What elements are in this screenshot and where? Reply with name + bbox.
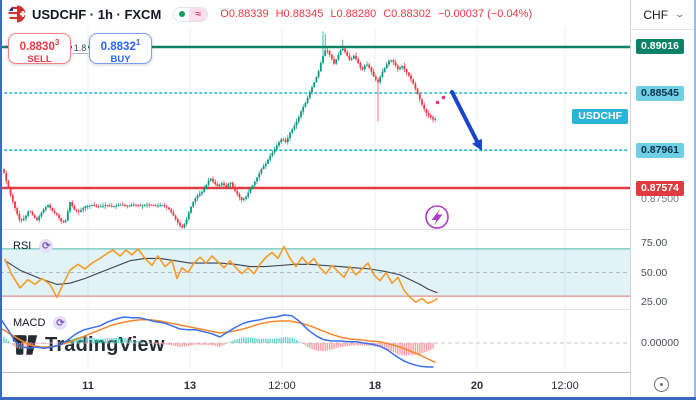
rsi-label: RSI bbox=[13, 240, 32, 252]
market-open-indicator bbox=[174, 7, 190, 21]
sell-price: 0.88303 bbox=[19, 38, 60, 53]
ohlc-low: L0.88280 bbox=[330, 8, 377, 20]
tradingview-watermark: TradingView bbox=[12, 332, 165, 358]
approx-price-icon: ≈ bbox=[189, 7, 208, 21]
watermark-text: TradingView bbox=[45, 333, 165, 356]
rsi-tick-label: 25.00 bbox=[641, 296, 668, 309]
pane-separator[interactable] bbox=[0, 309, 630, 310]
tradingview-logo-icon bbox=[12, 335, 38, 355]
ohlc-high: H0.88345 bbox=[275, 8, 324, 20]
rsi-legend: RSI ⟳ bbox=[13, 239, 54, 253]
window-frame bbox=[0, 397, 696, 400]
macd-label: MACD bbox=[13, 317, 46, 329]
ohlc-change: −0.00037 (−0.04%) bbox=[437, 8, 533, 20]
macd-settings-icon[interactable]: ⟳ bbox=[53, 316, 68, 330]
pane-separator[interactable] bbox=[0, 229, 630, 230]
time-axis[interactable]: 11 13 12:00 18 20 12:00 bbox=[0, 372, 630, 397]
rsi-settings-icon[interactable]: ⟳ bbox=[39, 239, 54, 253]
time-axis-label: 20 bbox=[470, 380, 484, 392]
currency-pair-flag-icon bbox=[8, 5, 26, 23]
green-dot-icon bbox=[178, 11, 185, 17]
ohlc-close: C0.88302 bbox=[383, 8, 431, 20]
time-axis-label: 13 bbox=[183, 380, 197, 392]
window-frame bbox=[694, 0, 696, 400]
buy-price: 0.88321 bbox=[100, 38, 141, 53]
level-price-label: 0.88545 bbox=[636, 85, 684, 101]
level-price-label: 0.87574 bbox=[636, 180, 684, 196]
sell-label: SELL bbox=[27, 53, 52, 65]
spread-value: 1.8 bbox=[72, 43, 88, 54]
time-axis-label: 12:00 bbox=[551, 380, 579, 392]
currency-value: CHF bbox=[643, 7, 669, 22]
price-axis[interactable]: CHF ⌄ 0.87500 0.89016 0.88545 0.87961 0.8757… bbox=[630, 0, 696, 400]
market-status-toggle[interactable]: ≈ bbox=[173, 6, 209, 22]
level-price-label: 0.87961 bbox=[636, 142, 684, 158]
ohlc-open: O0.88339 bbox=[220, 8, 269, 20]
level-price-label: 0.89016 bbox=[636, 39, 684, 55]
time-axis-label: 18 bbox=[368, 380, 382, 392]
symbol-price-tag: USDCHF bbox=[572, 109, 628, 125]
window-frame bbox=[0, 0, 2, 400]
symbol-title[interactable]: USDCHF · 1h · FXCM bbox=[32, 6, 162, 22]
ohlc-readout: O0.88339 H0.88345 L0.88280 C0.88302 −0.0… bbox=[220, 8, 532, 20]
sell-button[interactable]: 0.88303 SELL bbox=[8, 33, 71, 65]
rsi-tick-label: 75.00 bbox=[641, 237, 668, 249]
time-axis-label: 11 bbox=[82, 380, 94, 392]
trade-buttons: 0.88303 SELL 1.8 0.88321 BUY bbox=[8, 33, 152, 65]
macd-zero-label: 0.00000 bbox=[641, 337, 679, 349]
time-axis-label: 12:00 bbox=[268, 380, 296, 392]
buy-button[interactable]: 0.88321 BUY bbox=[89, 33, 152, 65]
toolbar: USDCHF · 1h · FXCM ≈ O0.88339 H0.88345 L… bbox=[0, 0, 630, 28]
macd-legend: MACD ⟳ bbox=[13, 316, 68, 330]
axis-price-value: 0.87500 bbox=[641, 193, 679, 206]
rsi-tick-label: 50.00 bbox=[641, 266, 668, 279]
chevron-down-icon: ⌄ bbox=[674, 9, 686, 19]
axis-settings-icon[interactable] bbox=[654, 377, 669, 392]
currency-selector[interactable]: CHF ⌄ bbox=[631, 0, 696, 30]
buy-label: BUY bbox=[110, 53, 131, 65]
